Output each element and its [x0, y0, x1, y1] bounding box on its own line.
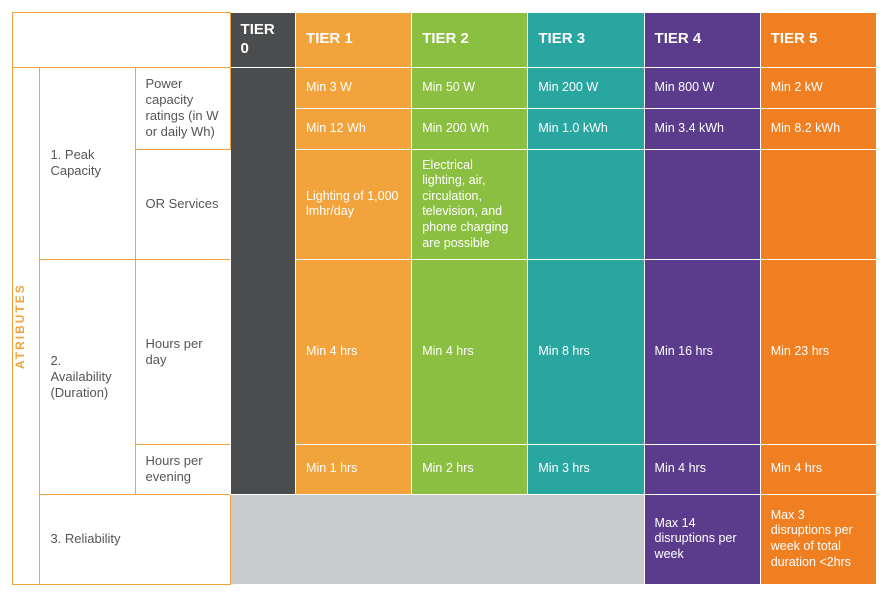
cell-he-t4: Min 4 hrs	[644, 445, 760, 495]
tier3-header: TIER 3	[528, 13, 644, 68]
cell-wh-t2: Min 200 Wh	[412, 108, 528, 149]
cell-srv-t3	[528, 149, 644, 260]
cell-rel-grey	[230, 494, 644, 584]
attr-availability: 2. Availability (Duration)	[40, 260, 135, 494]
cell-wh-t3: Min 1.0 kWh	[528, 108, 644, 149]
cell-w-t3: Min 200 W	[528, 67, 644, 108]
sidebar-label: ATRIBUTES	[13, 68, 28, 584]
attr-services: OR Services	[135, 149, 230, 260]
cell-w-t5: Min 2 kW	[760, 67, 876, 108]
cell-he-t3: Min 3 hrs	[528, 445, 644, 495]
attr-hours-day: Hours per day	[135, 260, 230, 445]
cell-wh-t5: Min 8.2 kWh	[760, 108, 876, 149]
cell-rel-t4: Max 14 disruptions per week	[644, 494, 760, 584]
cell-w-t2: Min 50 W	[412, 67, 528, 108]
tier-matrix-table: TIER 0 TIER 1 TIER 2 TIER 3 TIER 4 TIER …	[12, 12, 877, 585]
cell-srv-t2: Electrical lighting, air, circulation, t…	[412, 149, 528, 260]
cell-wh-t4: Min 3.4 kWh	[644, 108, 760, 149]
cell-hd-t4: Min 16 hrs	[644, 260, 760, 445]
cell-wh-t1: Min 12 Wh	[296, 108, 412, 149]
header-row: TIER 0 TIER 1 TIER 2 TIER 3 TIER 4 TIER …	[13, 13, 877, 68]
cell-w-t4: Min 800 W	[644, 67, 760, 108]
cell-he-t2: Min 2 hrs	[412, 445, 528, 495]
cell-srv-t1: Lighting of 1,000 lmhr/day	[296, 149, 412, 260]
attr-peak-capacity: 1. Peak Capacity	[40, 67, 135, 260]
attr-hours-evening: Hours per evening	[135, 445, 230, 495]
tier5-header: TIER 5	[760, 13, 876, 68]
row-hours-day: 2. Availability (Duration) Hours per day…	[13, 260, 877, 445]
cell-hd-t5: Min 23 hrs	[760, 260, 876, 445]
cell-he-t5: Min 4 hrs	[760, 445, 876, 495]
cell-rel-t5: Max 3 disruptions per week of total dura…	[760, 494, 876, 584]
tier0-header: TIER 0	[230, 13, 295, 68]
cell-hd-t3: Min 8 hrs	[528, 260, 644, 445]
tier1-header: TIER 1	[296, 13, 412, 68]
cell-srv-t4	[644, 149, 760, 260]
tier2-header: TIER 2	[412, 13, 528, 68]
row-reliability: 3. Reliability Max 14 disruptions per we…	[13, 494, 877, 584]
header-blank	[13, 13, 231, 68]
row-services: OR Services Lighting of 1,000 lmhr/day E…	[13, 149, 877, 260]
tier0-body	[230, 67, 295, 494]
attr-reliability: 3. Reliability	[40, 494, 230, 584]
row-hours-evening: Hours per evening Min 1 hrs Min 2 hrs Mi…	[13, 445, 877, 495]
tier4-header: TIER 4	[644, 13, 760, 68]
row-power-w: ATRIBUTES 1. Peak Capacity Power capacit…	[13, 67, 877, 108]
cell-w-t1: Min 3 W	[296, 67, 412, 108]
sidebar-label-cell: ATRIBUTES	[13, 67, 40, 584]
cell-he-t1: Min 1 hrs	[296, 445, 412, 495]
attr-power-ratings: Power capacity ratings (in W or daily Wh…	[135, 67, 230, 149]
cell-srv-t5	[760, 149, 876, 260]
cell-hd-t2: Min 4 hrs	[412, 260, 528, 445]
cell-hd-t1: Min 4 hrs	[296, 260, 412, 445]
